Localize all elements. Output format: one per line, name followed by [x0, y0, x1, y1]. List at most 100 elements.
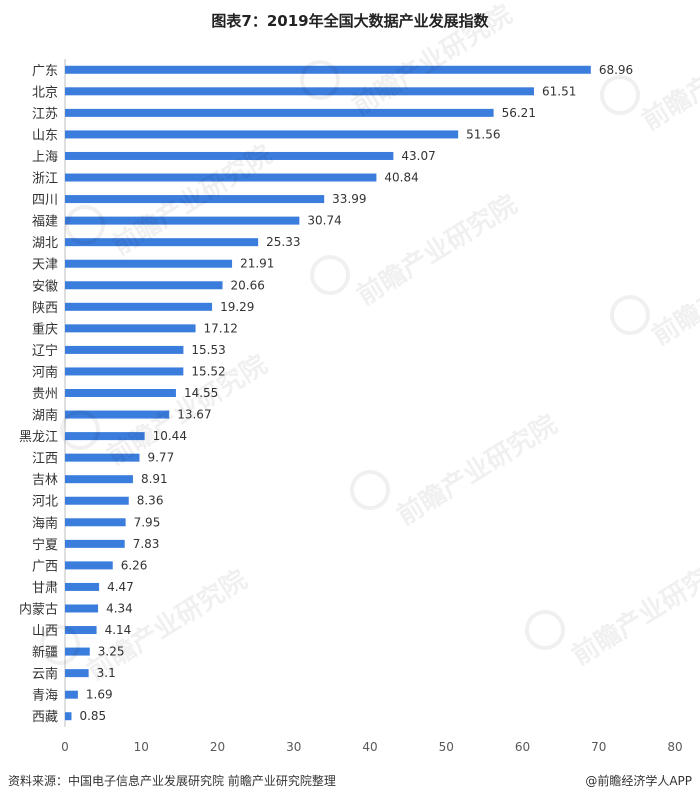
bar — [65, 539, 125, 548]
footer: 资料来源：中国电子信息产业发展研究院 前瞻产业研究院整理 @前瞻经济学人APP — [0, 768, 700, 792]
category-label: 西藏 — [32, 710, 58, 725]
bar — [65, 410, 170, 419]
category-label: 江苏 — [32, 106, 58, 122]
value-label: 9.77 — [147, 451, 174, 465]
value-label: 4.34 — [106, 601, 133, 615]
category-label: 江西 — [32, 452, 58, 467]
bar — [65, 604, 99, 613]
bar — [65, 669, 89, 678]
bar — [65, 496, 129, 505]
bar — [65, 432, 145, 441]
source-note: 资料来源：中国电子信息产业发展研究院 前瞻产业研究院整理 — [8, 774, 336, 788]
category-label: 青海 — [32, 689, 58, 704]
category-label: 贵州 — [32, 387, 58, 402]
bar — [65, 518, 126, 527]
category-label: 湖南 — [32, 408, 58, 424]
value-label: 68.96 — [599, 63, 633, 77]
value-label: 15.53 — [191, 343, 225, 357]
category-label: 北京 — [32, 85, 58, 100]
bar — [65, 108, 494, 117]
category-label: 天津 — [32, 258, 58, 273]
bar — [65, 582, 100, 591]
category-label: 内蒙古 — [19, 601, 58, 617]
bar — [65, 561, 113, 570]
value-label: 1.69 — [86, 688, 113, 702]
category-label: 山西 — [32, 624, 58, 639]
value-label: 61.51 — [542, 84, 576, 98]
brand-credit: @前瞻经济学人APP — [585, 774, 692, 788]
category-label: 浙江 — [32, 172, 58, 187]
value-label: 25.33 — [266, 235, 300, 249]
value-label: 14.55 — [184, 386, 218, 400]
category-label: 黑龙江 — [19, 430, 58, 445]
category-label: 陕西 — [32, 301, 58, 316]
value-label: 43.07 — [401, 149, 435, 163]
bar — [65, 87, 535, 96]
category-label: 河南 — [32, 364, 58, 380]
value-label: 30.74 — [307, 214, 341, 228]
category-label: 广东 — [32, 64, 58, 79]
bar — [65, 238, 259, 247]
x-tick-label: 60 — [515, 740, 530, 754]
x-tick-label: 80 — [667, 740, 682, 754]
value-label: 6.26 — [121, 558, 148, 572]
bar — [65, 195, 325, 204]
category-label: 福建 — [32, 215, 58, 230]
bar — [65, 259, 233, 268]
category-label: 四川 — [32, 193, 58, 208]
bar — [65, 302, 213, 311]
bar — [65, 475, 133, 484]
bar — [65, 173, 377, 182]
category-label: 海南 — [32, 515, 58, 531]
category-label: 重庆 — [32, 321, 58, 337]
bar — [65, 65, 591, 74]
value-label: 15.52 — [191, 364, 225, 378]
x-tick-label: 70 — [591, 740, 606, 754]
bar — [65, 216, 300, 225]
category-label: 广西 — [32, 559, 58, 574]
bar — [65, 151, 394, 160]
value-label: 8.91 — [141, 472, 168, 486]
value-label: 10.44 — [153, 429, 187, 443]
category-label: 辽宁 — [32, 343, 58, 359]
category-label: 宁夏 — [32, 537, 58, 553]
value-label: 56.21 — [502, 106, 536, 120]
bar — [65, 281, 223, 290]
value-label: 7.95 — [134, 515, 161, 529]
bar — [65, 690, 78, 699]
x-tick-label: 50 — [439, 740, 454, 754]
value-label: 8.36 — [137, 494, 164, 508]
bar — [65, 712, 72, 721]
bar — [65, 324, 196, 333]
x-tick-label: 40 — [362, 740, 377, 754]
category-label: 山东 — [32, 128, 58, 143]
value-label: 21.91 — [240, 257, 274, 271]
bar — [65, 367, 184, 376]
bar — [65, 647, 90, 656]
x-tick-label: 20 — [210, 740, 225, 754]
category-label: 河北 — [32, 495, 58, 510]
value-label: 33.99 — [332, 192, 366, 206]
value-label: 4.14 — [105, 623, 132, 637]
chart-title: 图表7：2019年全国大数据产业发展指数 — [211, 12, 489, 30]
x-tick-label: 30 — [286, 740, 301, 754]
category-label: 上海 — [32, 150, 58, 165]
value-label: 3.1 — [97, 666, 116, 680]
value-label: 17.12 — [204, 321, 238, 335]
value-label: 4.47 — [107, 580, 134, 594]
bar — [65, 626, 97, 635]
bar — [65, 453, 140, 462]
bar — [65, 389, 176, 397]
x-tick-label: 10 — [134, 740, 149, 754]
value-label: 0.85 — [79, 709, 106, 723]
value-label: 51.56 — [466, 127, 500, 141]
value-label: 20.66 — [231, 278, 265, 292]
bar — [65, 345, 184, 354]
category-label: 云南 — [32, 666, 58, 682]
value-label: 19.29 — [220, 300, 254, 314]
bar — [65, 130, 459, 139]
value-label: 40.84 — [384, 171, 418, 185]
category-label: 甘肃 — [32, 581, 58, 596]
